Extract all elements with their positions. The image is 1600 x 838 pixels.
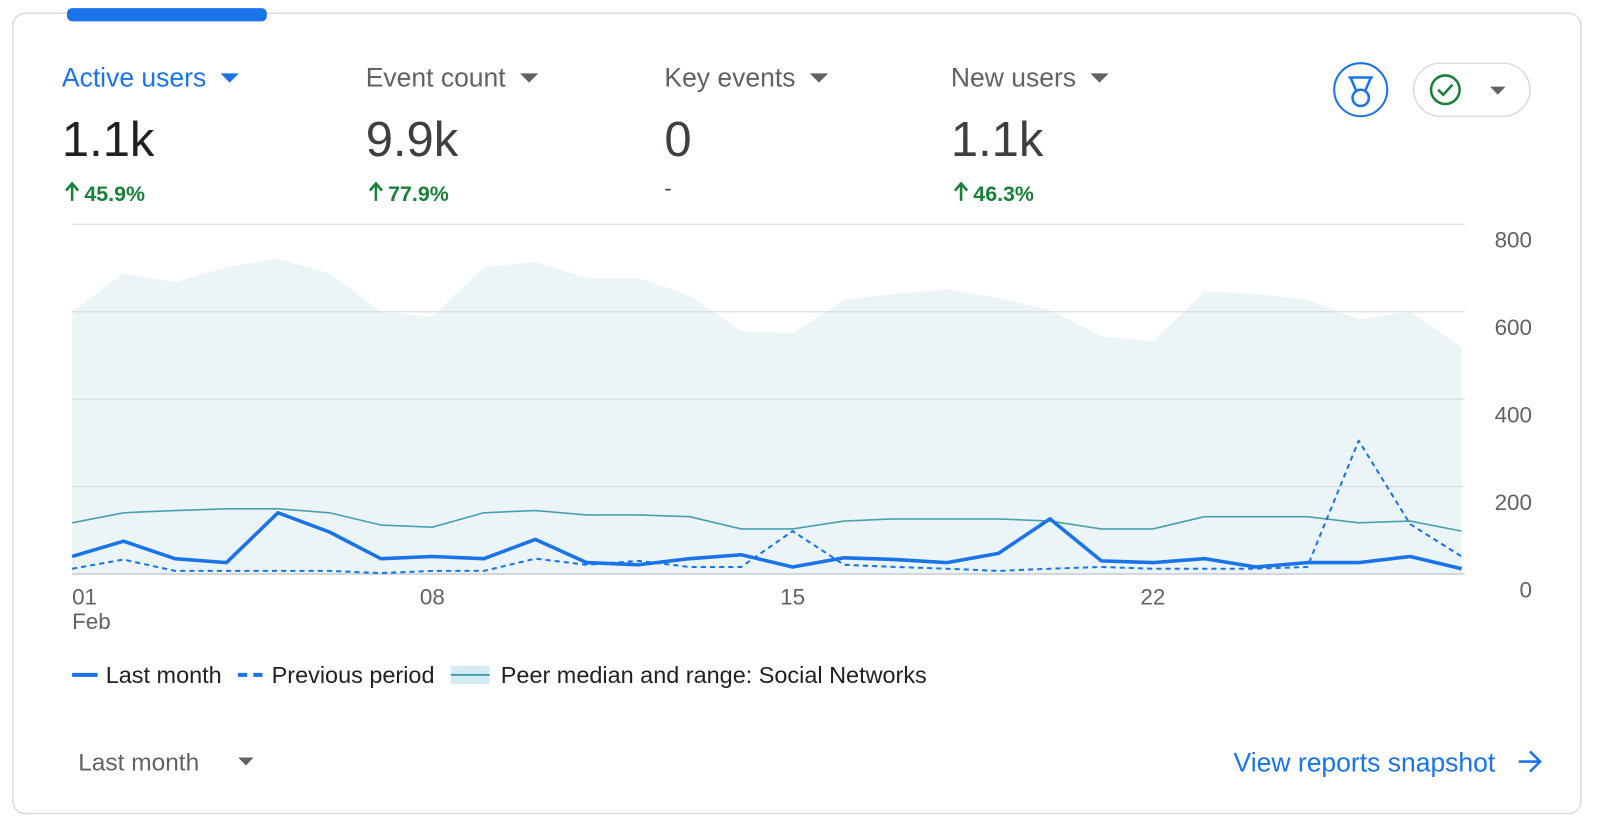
metric-change: 77.9% — [388, 182, 449, 206]
x-tick-label: 15 — [780, 585, 805, 610]
metric-value: 1.1k — [62, 113, 155, 167]
series-line — [71, 510, 1463, 571]
metric-change: 45.9% — [84, 182, 145, 206]
legend-label: Peer median and range: Social Networks — [501, 662, 927, 688]
dropdown-arrow[interactable] — [220, 73, 239, 83]
y-tick-label: 600 — [1495, 315, 1532, 340]
y-tick-label: 0 — [1520, 577, 1532, 602]
tab-indicator — [67, 8, 267, 22]
dropdown-arrow[interactable] — [519, 73, 539, 83]
medal-icon — [1351, 88, 1371, 108]
chart: 0 200 400 600 800 01 08 15 22 Feb Last month Previo… — [71, 223, 1532, 688]
metric-value: 1.1k — [951, 113, 1044, 167]
metric-value: 9.9k — [366, 113, 459, 167]
peer-median-line — [71, 508, 1462, 532]
period-selector[interactable]: Last month — [78, 750, 199, 777]
view-reports-link[interactable]: View reports snapshot — [1234, 748, 1496, 778]
metric-label[interactable]: Key events — [664, 63, 795, 93]
y-tick-label: 200 — [1495, 490, 1532, 515]
arrow-icon[interactable] — [1518, 750, 1542, 773]
dropdown-arrow — [1490, 86, 1506, 95]
peer-range-area — [72, 258, 1462, 574]
x-month-label: Feb — [72, 609, 111, 634]
dropdown-arrow[interactable] — [238, 757, 254, 766]
y-tick-label: 400 — [1495, 403, 1532, 428]
dropdown-arrow[interactable] — [1090, 73, 1109, 83]
check-icon — [1429, 74, 1461, 106]
trend-arrow — [368, 181, 383, 201]
series-line — [71, 439, 1463, 575]
check-icon — [1437, 83, 1454, 97]
legend-label: Previous period — [272, 662, 435, 688]
metric-label[interactable]: New users — [951, 63, 1076, 93]
metric-label[interactable]: Event count — [366, 63, 507, 93]
y-tick-label: 800 — [1495, 228, 1532, 253]
trend-arrow — [953, 181, 969, 201]
trend-arrow — [65, 181, 80, 201]
legend-label: Last month — [106, 662, 222, 688]
metric-value: 0 — [664, 113, 691, 167]
metric-change: - — [664, 177, 671, 201]
dropdown-arrow[interactable] — [809, 73, 829, 83]
x-tick-label: 22 — [1140, 585, 1165, 610]
metric-label[interactable]: Active users — [62, 63, 206, 93]
x-tick-label: 08 — [420, 585, 445, 610]
medal-icon — [1348, 76, 1373, 93]
x-tick-label: 01 — [72, 585, 97, 610]
metric-change: 46.3% — [973, 182, 1034, 206]
